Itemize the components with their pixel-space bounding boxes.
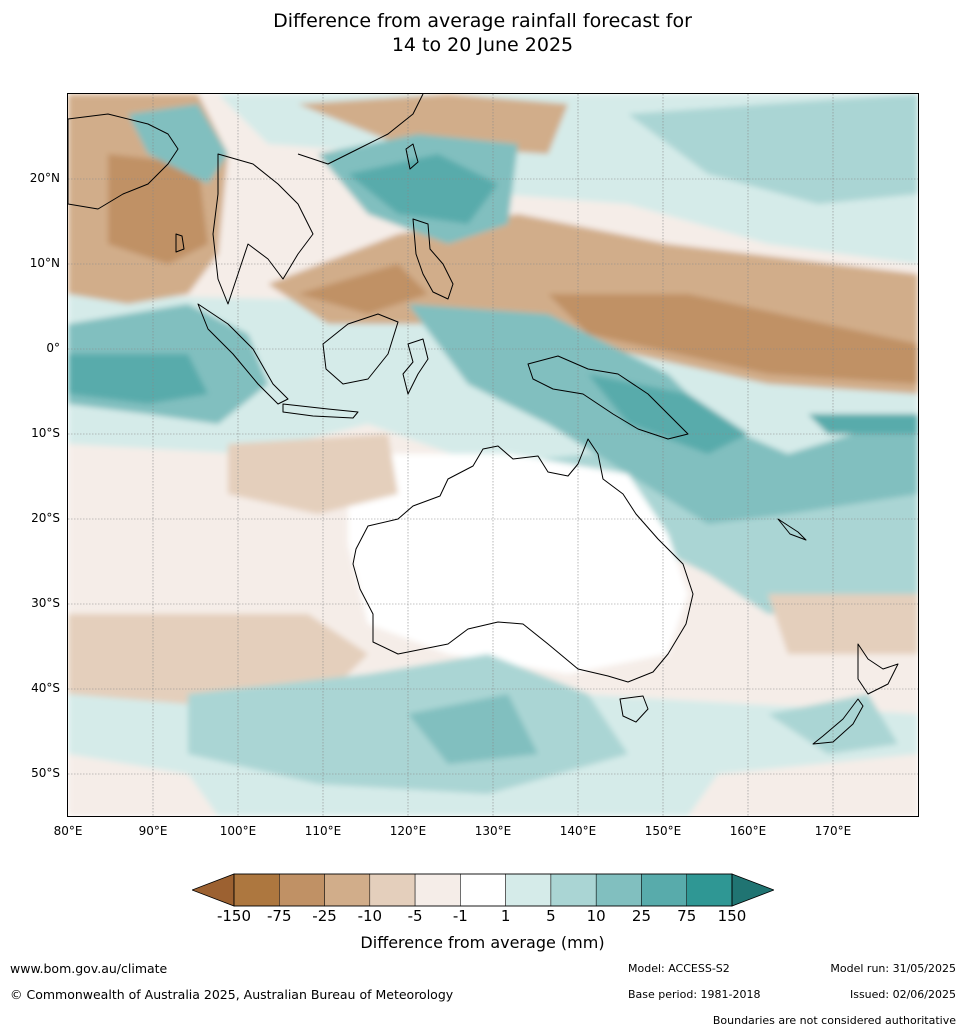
rainfall-anomaly-map [67,93,919,817]
lon-label-160e: 160°E [729,824,767,838]
indochina-coastline [212,153,314,305]
taiwan-coastline [405,143,419,170]
sumatra-coastline [197,303,289,405]
colorbar-cell [686,873,733,907]
lat-label-0: 0° [46,341,60,355]
colorbar-cell [460,873,506,907]
map-title-line-1: Difference from average rainfall forecas… [273,10,692,32]
colorbar-cell [324,873,371,907]
tasmania-coastline [619,695,649,723]
colorbar-tick-label: -1 [452,907,468,925]
australia-coastline [352,438,694,683]
colorbar-cell [641,873,687,907]
colorbar [192,873,774,907]
colorbar-tick-label: -10 [357,907,383,925]
coastlines [68,94,899,745]
sulawesi-coastline [402,338,429,395]
colorbar-cell [279,873,325,907]
lon-label-100e: 100°E [219,824,257,838]
colorbar-cell [233,873,280,907]
lon-label-140e: 140°E [559,824,597,838]
colorbar-tick-label: 5 [546,907,556,925]
footer-boundaries-note: Boundaries are not considered authoritat… [712,1014,956,1027]
lat-label-40s: 40°S [31,681,60,695]
colorbar-cell [595,873,642,907]
lat-label-20s: 20°S [31,511,60,525]
footer-website-link[interactable]: www.bom.gov.au/climate [10,961,168,976]
lon-label-90e: 90°E [138,824,168,838]
sri-lanka-coastline [175,233,185,253]
lon-label-120e: 120°E [389,824,427,838]
new-zealand-coastline [857,643,899,695]
colorbar-cells [233,873,733,907]
lat-label-20n: 20°N [29,171,60,185]
colorbar-cell [369,873,416,907]
anomaly-field [68,94,918,816]
new-guinea-coastline [527,355,689,440]
lat-label-10n: 10°N [29,256,60,270]
colorbar-cell [505,873,552,907]
colorbar-tick-label: 10 [586,907,606,925]
colorbar-tick-label: 150 [717,907,747,925]
lon-label-130e: 130°E [474,824,512,838]
new-zealand-south-coastline [812,698,864,745]
borneo-coastline [322,313,399,385]
colorbar-tick-label: -75 [267,907,292,925]
lat-label-50s: 50°S [31,766,60,780]
colorbar-tick-label: 1 [500,907,511,925]
lon-label-170e: 170°E [814,824,852,838]
colorbar-max-extension [731,873,774,907]
philippines-coastline [412,218,454,300]
india-coastline [68,113,179,210]
footer-model-run: Model run: 31/05/2025 [830,962,956,975]
colorbar-cell [550,873,597,907]
map-title-line-2: 14 to 20 June 2025 [391,34,574,56]
footer-issued: Issued: 02/06/2025 [849,988,956,1001]
lon-label-150e: 150°E [644,824,682,838]
colorbar-tick-label: 75 [677,907,697,925]
colorbar-min-extension [192,873,235,907]
footer-model: Model: ACCESS-S2 [628,962,730,975]
colorbar-tick-label: -150 [216,907,252,925]
lon-label-110e: 110°E [304,824,342,838]
lat-label-10s: 10°S [31,426,60,440]
footer-base-period: Base period: 1981-2018 [628,988,761,1001]
footer-copyright: © Commonwealth of Australia 2025, Austra… [10,987,454,1002]
lat-label-30s: 30°S [31,596,60,610]
new-caledonia-coastline [777,518,807,541]
colorbar-tick-label: -5 [407,907,423,925]
colorbar-tick-label: -25 [312,907,337,925]
graticule [68,94,918,816]
colorbar-label: Difference from average (mm) [360,933,605,952]
colorbar-tick-label: 25 [631,907,651,925]
china-coastline [297,94,424,165]
colorbar-cell [414,873,461,907]
lon-label-80e: 80°E [53,824,83,838]
java-coastline [282,403,359,419]
